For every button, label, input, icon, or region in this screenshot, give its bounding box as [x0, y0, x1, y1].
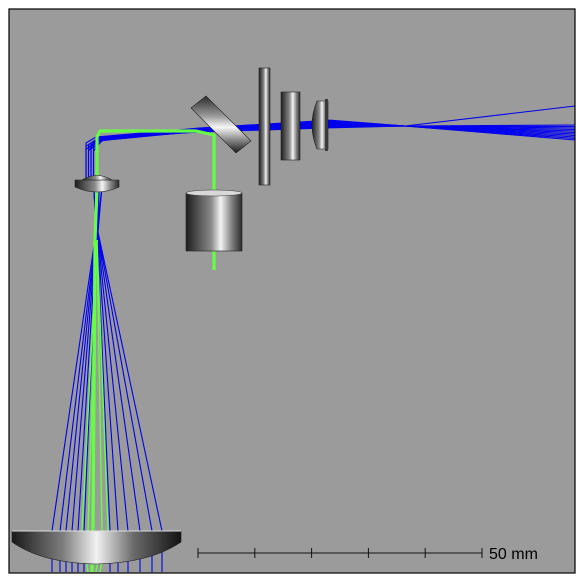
- laser-source: [185, 189, 243, 252]
- scale-bar: 50 mm: [197, 546, 538, 563]
- ray: [92, 125, 576, 572]
- diagram-frame: [8, 8, 576, 574]
- laser-ray: [90, 129, 216, 573]
- eyepiece-lens: [311, 99, 329, 151]
- scale-bar-label: 50 mm: [489, 546, 538, 563]
- scale-bar-ticks: [197, 548, 483, 558]
- window-plate: [280, 91, 301, 161]
- primary-mirror: [11, 530, 182, 565]
- field-plate: [258, 67, 271, 186]
- ray-bundle: [51, 105, 576, 572]
- secondary-lens: [74, 175, 120, 193]
- fold-mirror: [190, 95, 252, 154]
